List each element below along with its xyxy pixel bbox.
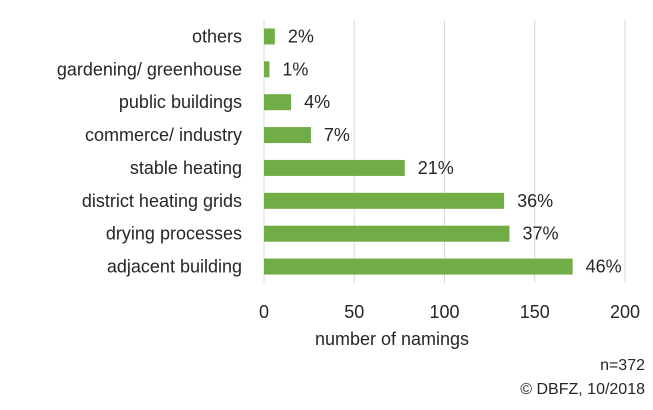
bar: [264, 225, 510, 242]
data-label: 2%: [288, 26, 314, 46]
data-label: 37%: [522, 224, 558, 244]
data-labels: 2% 1% 4% 7% 21% 36% 37% 46%: [282, 26, 621, 276]
bar: [264, 61, 270, 78]
category-label: stable heating: [130, 158, 242, 178]
bar: [264, 28, 275, 45]
x-tick-label: 50: [344, 302, 364, 322]
gridlines: [263, 20, 626, 283]
category-label: drying processes: [106, 224, 242, 244]
data-label: 36%: [517, 191, 553, 211]
bars: [264, 28, 573, 275]
category-label: district heating grids: [82, 191, 242, 211]
data-label: 1%: [282, 59, 308, 79]
x-tick-label: 0: [259, 302, 269, 322]
data-label: 7%: [324, 125, 350, 145]
sample-size-note: n=372: [600, 357, 645, 374]
bar: [264, 127, 311, 144]
x-tick-label: 100: [429, 302, 459, 322]
category-label: others: [192, 26, 242, 46]
copyright-note: © DBFZ, 10/2018: [520, 381, 645, 398]
data-label: 21%: [418, 158, 454, 178]
category-label: commerce/ industry: [85, 125, 242, 145]
bar: [264, 94, 292, 111]
category-labels: others gardening/ greenhouse public buildi…: [57, 26, 242, 276]
category-label: gardening/ greenhouse: [57, 59, 242, 79]
category-label: adjacent building: [107, 257, 242, 277]
bar: [264, 192, 505, 209]
category-label: public buildings: [119, 92, 242, 112]
data-label: 4%: [304, 92, 330, 112]
bar: [264, 159, 405, 176]
bar: [264, 258, 573, 275]
data-label: 46%: [586, 257, 622, 277]
x-tick-labels: 0 50 100 150 200: [259, 302, 640, 322]
x-axis-title: number of namings: [315, 329, 469, 349]
x-tick-label: 200: [610, 302, 640, 322]
x-tick-label: 150: [520, 302, 550, 322]
